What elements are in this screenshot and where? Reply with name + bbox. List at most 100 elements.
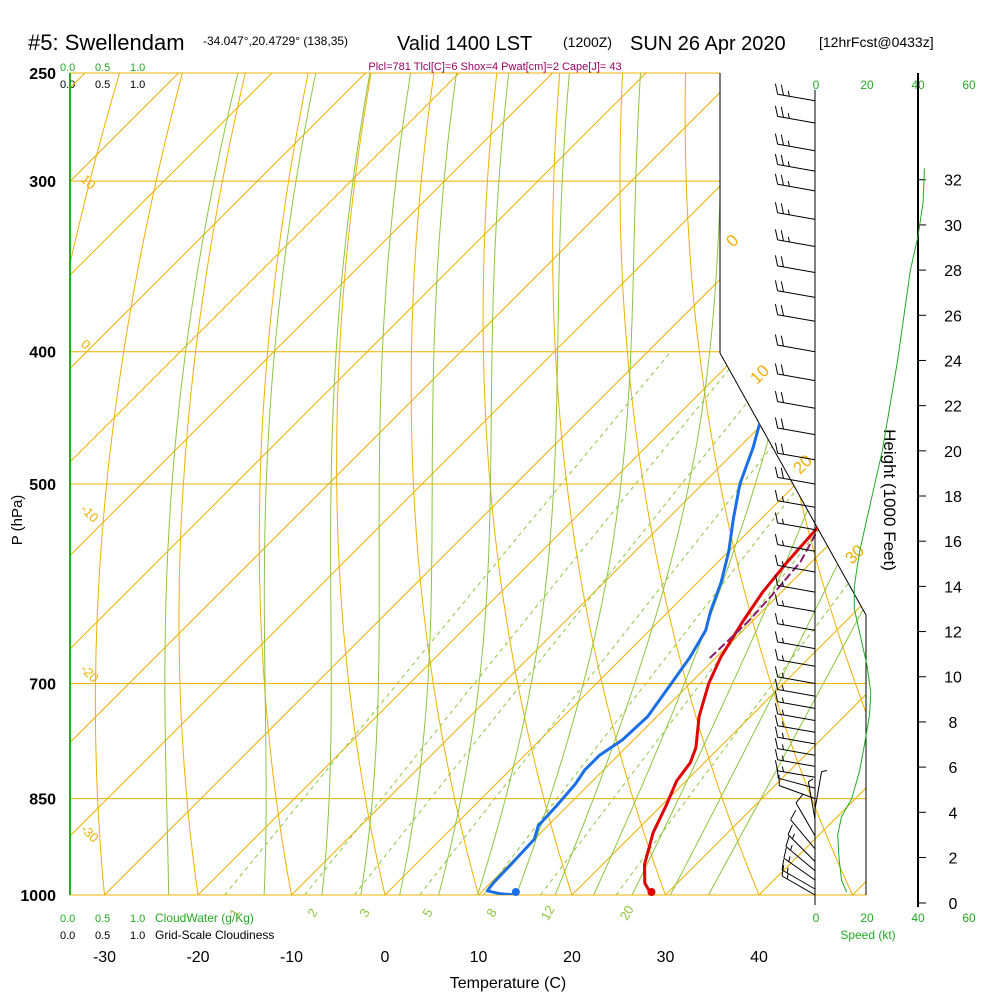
moist-adiabat [165,73,238,924]
mixing-ratio-line [354,352,788,895]
top-green-0: 0.0 [60,62,75,74]
moist-adiabat [263,73,316,924]
valid-time: Valid 1400 LST [397,33,532,55]
height-tick-label: 6 [949,760,958,777]
wind-barb [775,715,815,732]
dry-adiabat [0,49,2,924]
wind-barb [775,229,815,246]
speed-bottom-tick-0: 0 [813,911,820,925]
p-tick-label: 250 [29,66,56,83]
wind-barb [775,134,815,151]
height-tick-label: 12 [944,625,962,642]
temperature-surface-marker [647,888,655,896]
bottom-black-0: 0.0 [60,930,75,942]
bottom-black-1: 0.5 [95,930,110,942]
mixing-ratio-label: 5 [419,906,436,920]
moist-adiabat [319,73,370,924]
wind-barb [775,335,815,352]
x-tick-label: 40 [750,949,768,966]
height-tick-label: 28 [944,263,962,280]
height-tick-label: 20 [944,444,962,461]
speed-top-tick-0: 0 [813,78,820,92]
dry-adiabat [8,49,126,924]
top-green-2: 1.0 [130,62,145,74]
speed-top-tick-60: 60 [962,78,976,92]
wind-barb [775,691,815,708]
mixing-ratio-label: 8 [483,906,500,920]
x-tick-label: 30 [657,949,675,966]
isotherm-label: -10 [78,502,102,526]
dewpoint-profile [487,92,1000,895]
mixing-ratio-label: 12 [537,903,557,923]
wind-barb [782,865,815,895]
bottom-green-1: 0.5 [95,913,110,925]
station-title: #5: Swellendam [28,30,185,55]
speed-bottom-tick-60: 60 [962,911,976,925]
wind-barb [775,391,815,408]
forecast-text: [12hrFcst@0433z] [819,34,934,50]
wind-barb [775,106,815,123]
p-tick-label: 300 [29,174,56,191]
p-tick-label: 700 [29,677,56,694]
dry-adiabat [259,49,313,924]
height-tick-label: 22 [944,399,962,416]
mixing-ratio-label: 3 [356,906,373,920]
wind-barb [775,417,815,434]
dry-adiabat [811,49,1000,924]
speed-axis-title: Speed (kt) [840,928,895,942]
height-tick-label: 14 [944,579,962,596]
profiles [487,85,1000,896]
height-tick-label: 4 [949,805,958,822]
x-tick-label: 20 [563,949,581,966]
wind-barb [775,154,815,171]
x-axis-title: Temperature (C) [450,975,566,992]
background-clip-group [0,49,1000,924]
dewpoint-surface-marker [512,888,520,896]
y-axis-title: P (hPa) [9,495,26,546]
dry-adiabat [620,49,771,924]
zulu-time: (1200Z) [563,34,612,50]
isotherm-line [759,73,1000,895]
isotherm-label: 0 [78,337,94,353]
top-black-1: 0.5 [95,79,110,91]
x-tick-label: -20 [186,949,209,966]
wind-barb [784,848,815,880]
x-tick-label: 0 [381,949,390,966]
top-black-2: 1.0 [130,79,145,91]
height-tick-label: 18 [944,489,962,506]
moist-adiabat [356,73,411,924]
height-tick-label: 26 [944,308,962,325]
bottom-black-2: 1.0 [130,930,145,942]
dry-adiabat [95,49,188,924]
p-tick-label: 850 [29,792,56,809]
height-tick-label: 10 [944,670,962,687]
location-text: -34.047°,20.4729° (138,35) [203,34,348,48]
wind-barb [775,513,815,530]
wind-barb [775,364,815,381]
upper-isotherm-label: 10 [746,361,773,388]
height-tick-label: 2 [949,850,958,867]
moist-adiabat [543,73,724,924]
dry-adiabat [411,49,487,924]
wind-barb [782,859,815,889]
indices-text: Plcl=781 Tlcl[C]=6 Shox=4 Pwat[cm]=2 Cap… [368,61,621,73]
wind-barb [775,202,815,219]
wind-barb [815,771,827,810]
height-tick-label: 16 [944,534,962,551]
wind-barb [775,84,815,101]
p-tick-label: 1000 [20,888,56,905]
mixing-ratio-line [225,352,671,895]
cloudiness-label: Grid-Scale Cloudiness [155,928,274,942]
dry-adiabat [553,49,677,924]
moist-adiabat [581,73,823,924]
wind-barb [775,666,815,683]
bottom-green-0: 0.0 [60,913,75,925]
isotherm-label: -20 [78,662,102,686]
mixing-ratio-label: 2 [304,906,321,920]
speed-bottom-tick-40: 40 [911,911,925,925]
height-tick-label: 24 [944,353,962,370]
